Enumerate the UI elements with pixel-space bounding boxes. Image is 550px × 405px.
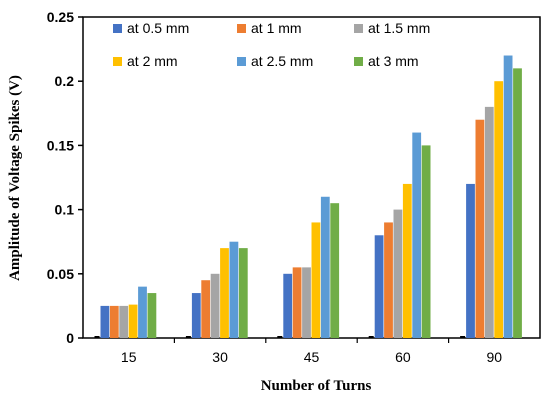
x-tick-label: 45 [304,349,320,365]
bar [191,293,201,338]
bar [466,183,475,338]
bar [402,183,412,338]
x-tick-label: 90 [487,349,503,365]
legend-label: at 2 mm [127,53,178,69]
legend-label: at 1.5 mm [368,20,430,36]
legend-swatch [113,24,122,33]
bar [210,273,220,338]
bar [238,248,248,338]
y-tick-label: 0.1 [55,202,75,218]
bar [119,305,129,338]
legend-swatch [113,57,122,66]
bar [513,68,522,339]
bar [201,280,211,338]
bar [292,267,302,338]
bar [484,106,494,338]
y-tick-label: 0.2 [55,73,75,89]
bar [229,241,239,338]
bar [374,235,384,338]
bar [412,132,422,338]
legend-label: at 0.5 mm [127,20,189,36]
bar [393,209,403,338]
y-tick-label: 0.25 [47,9,74,25]
legend-swatch [237,57,246,66]
legend-swatch [354,57,363,66]
legend-label: at 3 mm [368,53,419,69]
bar [320,196,330,338]
legend-swatch [237,24,246,33]
bar [220,248,229,338]
bar [421,145,431,338]
bar [384,222,393,338]
bar [138,286,147,338]
bar [494,81,504,338]
bar [302,267,311,338]
legend-label: at 1 mm [251,20,302,36]
bar [503,55,513,339]
x-tick-label: 60 [395,349,411,365]
x-axis-title: Number of Turns [261,378,372,394]
y-axis-title: Amplitude of Voltage Spikes (V) [7,75,23,281]
bar [128,304,138,338]
bar [311,222,321,338]
bar [283,273,293,338]
x-tick-label: 15 [121,349,137,365]
y-tick-label: 0.15 [47,137,74,153]
bar [330,203,340,338]
legend-label: at 2.5 mm [251,53,313,69]
bar [475,119,485,338]
y-tick-label: 0.05 [47,266,74,282]
y-tick-label: 0 [66,330,74,346]
legend-swatch [354,24,363,33]
bar [109,305,119,338]
x-tick-label: 30 [212,349,228,365]
plot-area: 0 0.05 0.1 0.15 0.2 0.25 15 30 45 60 90 at 0.5 mm at… [47,9,541,365]
bar [100,305,110,338]
bar [147,293,157,338]
